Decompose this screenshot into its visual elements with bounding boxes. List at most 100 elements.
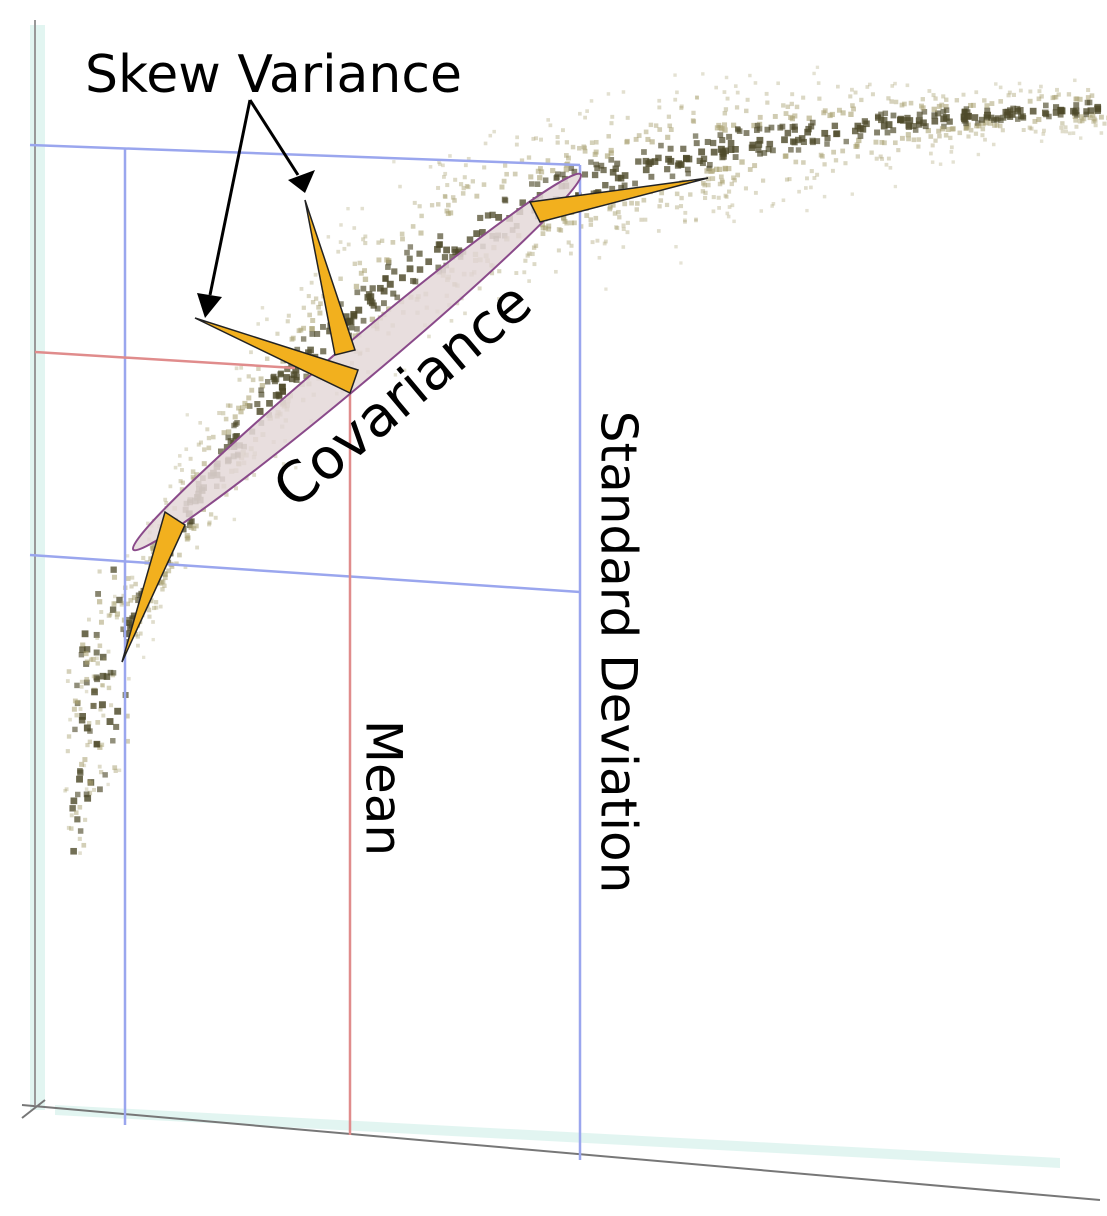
scatter-dot — [595, 239, 599, 243]
scatter-dot — [77, 768, 83, 774]
scatter-dot — [477, 215, 483, 221]
scatter-dot — [822, 162, 826, 166]
scatter-dot — [1070, 108, 1077, 115]
scatter-dot — [703, 191, 707, 195]
scatter-dot — [408, 244, 413, 249]
scatter-dot — [594, 216, 599, 221]
scatter-dot — [110, 567, 116, 573]
scatter-dot — [971, 103, 976, 108]
scatter-dot — [795, 105, 800, 110]
scatter-dot — [851, 192, 854, 195]
scatter-dot — [554, 270, 558, 274]
scatter-dot — [871, 92, 875, 96]
scatter-dot — [410, 278, 416, 284]
scatter-dot — [735, 173, 740, 178]
scatter-dot — [136, 644, 140, 648]
scatter-dot — [974, 132, 978, 136]
scatter-dot — [489, 134, 493, 138]
scatter-dot — [591, 240, 595, 244]
scatter-dot — [588, 159, 593, 164]
scatter-dot — [317, 311, 322, 316]
scatter-dot — [891, 113, 897, 119]
scatter-dot — [683, 155, 690, 162]
scatter-dot — [339, 223, 342, 226]
scatter-dot — [523, 259, 527, 263]
scatter-dot — [141, 556, 145, 560]
scatter-dot — [283, 374, 290, 381]
scatter-dot — [527, 155, 531, 159]
scatter-dot — [629, 201, 634, 206]
scatter-dot — [96, 661, 100, 665]
scatter-dot — [626, 116, 630, 120]
scatter-dot — [74, 713, 78, 717]
scatter-dot — [816, 66, 819, 69]
scatter-dot — [202, 461, 207, 466]
scatter-dot — [840, 149, 845, 154]
scatter-dot — [1074, 125, 1078, 129]
scatter-dot — [526, 253, 530, 257]
scatter-dot — [788, 115, 793, 120]
scatter-dot — [528, 174, 533, 179]
scatter-dot — [707, 162, 713, 168]
scatter-dot — [1014, 106, 1020, 112]
scatter-dot — [265, 317, 269, 321]
scatter-dot — [209, 512, 213, 516]
scatter-dot — [995, 115, 1001, 121]
scatter-dot — [900, 103, 905, 108]
scatter-dot — [585, 109, 589, 113]
scatter-dot — [659, 198, 663, 202]
scatter-dot — [226, 429, 231, 434]
scatter-dot — [765, 101, 769, 105]
scatter-dot — [1085, 100, 1091, 106]
scatter-dot — [1034, 130, 1038, 134]
scatter-dot — [1019, 89, 1023, 93]
scatter-dot — [714, 86, 718, 90]
scatter-dot — [644, 130, 649, 135]
scatter-dot — [489, 212, 495, 218]
scatter-dot — [159, 605, 163, 609]
scatter-dot — [1073, 118, 1078, 123]
scatter-dot — [783, 153, 788, 158]
scatter-dot — [912, 137, 917, 142]
scatter-dot — [921, 97, 925, 101]
scatter-dot — [799, 135, 806, 142]
scatter-dot — [207, 446, 212, 451]
scatter-dot — [1099, 115, 1104, 120]
scatter-dot — [714, 167, 719, 172]
scatter-dot — [177, 553, 182, 558]
scatter-dot — [931, 118, 938, 125]
scatter-dot — [931, 160, 934, 163]
scatter-dot — [1041, 132, 1045, 136]
scatter-dot — [67, 734, 71, 738]
scatter-dot — [425, 258, 432, 265]
scatter-dot — [278, 371, 284, 377]
scatter-dot — [112, 765, 117, 770]
scatter-dot — [848, 94, 852, 98]
scatter-dot — [87, 618, 91, 622]
scatter-dot — [645, 137, 650, 142]
scatter-dot — [189, 457, 193, 461]
scatter-dot — [887, 157, 891, 161]
scatter-dot — [990, 101, 995, 106]
scatter-dot — [736, 91, 740, 95]
scatter-dot — [543, 177, 549, 183]
scatter-dot — [834, 130, 841, 137]
scatter-dot — [994, 82, 997, 85]
skew-variance-label: Skew Variance — [85, 45, 462, 105]
scatter-dot — [561, 128, 565, 132]
scatter-dot — [731, 203, 735, 207]
scatter-dot — [1094, 123, 1098, 127]
scatter-dot — [1079, 136, 1082, 139]
scatter-dot — [881, 117, 887, 123]
scatter-dot — [843, 161, 847, 165]
scatter-dot — [655, 155, 661, 161]
scatter-dot — [641, 149, 647, 155]
scatter-dot — [72, 707, 77, 712]
scatter-dot — [115, 615, 119, 619]
scatter-dot — [1079, 114, 1084, 119]
scatter-dot — [722, 147, 729, 154]
scatter-dot — [535, 181, 541, 187]
scatter-dot — [786, 105, 790, 109]
scatter-dot — [1032, 119, 1037, 124]
scatter-dot — [65, 787, 69, 791]
